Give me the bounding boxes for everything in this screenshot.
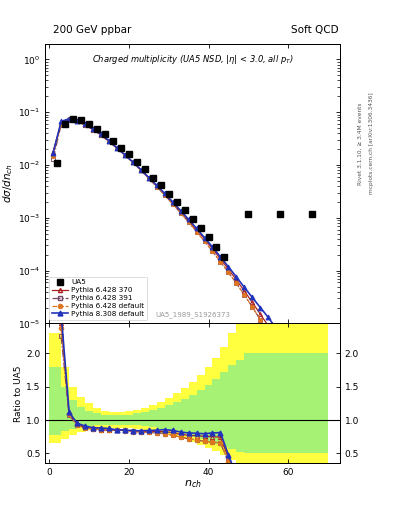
X-axis label: $n_{ch}$: $n_{ch}$ bbox=[184, 479, 202, 490]
Text: Charged multiplicity (UA5 NSD, $|\eta|$ < 3.0, all $p_T$): Charged multiplicity (UA5 NSD, $|\eta|$ … bbox=[92, 53, 294, 67]
Text: 200 GeV ppbar: 200 GeV ppbar bbox=[53, 25, 131, 35]
Text: Soft QCD: Soft QCD bbox=[291, 25, 339, 35]
Text: mcplots.cern.ch [arXiv:1306.3436]: mcplots.cern.ch [arXiv:1306.3436] bbox=[369, 93, 375, 194]
Y-axis label: Ratio to UA5: Ratio to UA5 bbox=[14, 365, 23, 422]
Text: UA5_1989_S1926373: UA5_1989_S1926373 bbox=[155, 311, 230, 318]
Text: Rivet 3.1.10, ≥ 3.4M events: Rivet 3.1.10, ≥ 3.4M events bbox=[358, 102, 363, 185]
Legend: UA5, Pythia 6.428 370, Pythia 6.428 391, Pythia 6.428 default, Pythia 8.308 defa: UA5, Pythia 6.428 370, Pythia 6.428 391,… bbox=[49, 276, 147, 320]
Y-axis label: $d\sigma/dn_{ch}$: $d\sigma/dn_{ch}$ bbox=[1, 163, 15, 203]
